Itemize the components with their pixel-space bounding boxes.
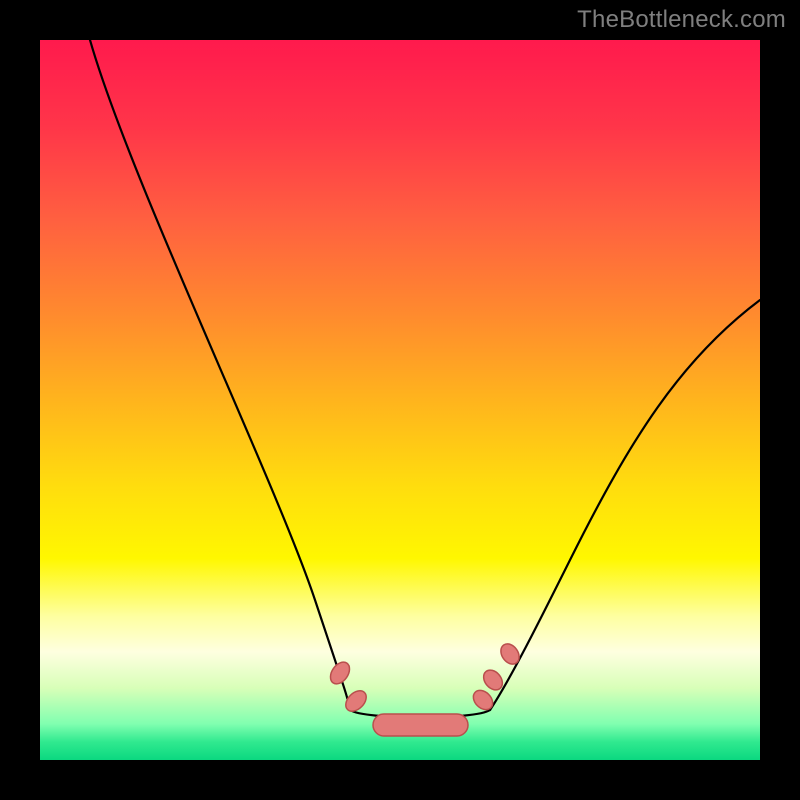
gradient-background bbox=[40, 40, 760, 760]
watermark-text: TheBottleneck.com bbox=[577, 6, 786, 34]
gradient-rect bbox=[40, 40, 760, 760]
chart-container: TheBottleneck.com bbox=[0, 0, 800, 800]
